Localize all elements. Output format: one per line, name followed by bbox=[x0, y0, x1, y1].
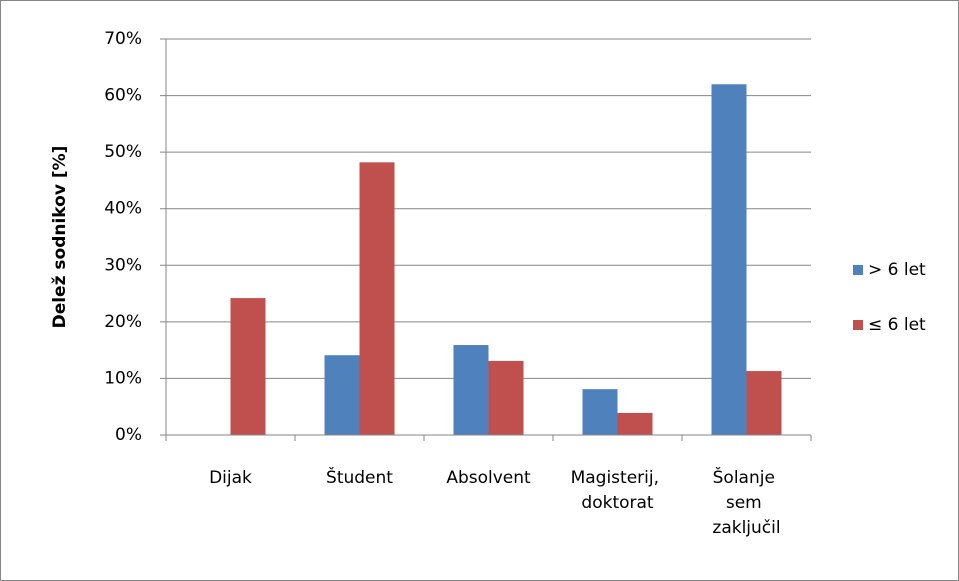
x-tick-label: Absolvent bbox=[446, 468, 531, 488]
y-tick-label: 50% bbox=[104, 142, 142, 162]
y-tick-label: 60% bbox=[104, 86, 142, 106]
y-tick-label: 40% bbox=[104, 199, 142, 219]
bar bbox=[324, 355, 360, 435]
bar bbox=[582, 389, 618, 435]
bar bbox=[617, 412, 653, 435]
y-tick-label: 0% bbox=[115, 425, 142, 445]
bar bbox=[746, 371, 782, 435]
bar bbox=[359, 162, 395, 435]
x-tick-label: Dijak bbox=[209, 468, 252, 488]
legend-label: > 6 let bbox=[868, 260, 926, 280]
x-tick-label-line: Magisterij, bbox=[571, 468, 665, 488]
x-tick-label-line: Šolanje bbox=[713, 466, 781, 488]
x-tick-label-line: Absolvent bbox=[446, 468, 531, 488]
bar bbox=[711, 84, 747, 435]
x-tick-label-line: Študent bbox=[326, 466, 393, 488]
x-tick-label: Študent bbox=[326, 466, 393, 488]
y-axis-label: Delež sodnikov [%] bbox=[50, 146, 70, 329]
x-tick-label-line: doktorat bbox=[581, 493, 654, 513]
bar bbox=[230, 298, 266, 435]
y-tick-label: 30% bbox=[104, 255, 142, 275]
bar bbox=[488, 360, 524, 435]
legend-label: ≤ 6 let bbox=[868, 315, 926, 335]
y-tick-label: 10% bbox=[104, 368, 142, 388]
x-tick-label-line: zaključil bbox=[712, 518, 780, 538]
y-tick-label: 20% bbox=[104, 312, 142, 332]
x-tick-label-line: Dijak bbox=[209, 468, 252, 488]
bar bbox=[453, 345, 489, 435]
legend-swatch bbox=[853, 265, 863, 275]
x-tick-label: Šolanje sem zaključil bbox=[712, 466, 780, 538]
x-tick-label-line: sem bbox=[726, 493, 767, 513]
y-tick-label: 70% bbox=[104, 29, 142, 49]
legend-swatch bbox=[853, 320, 863, 330]
x-tick-label: Magisterij, doktorat bbox=[571, 468, 665, 513]
